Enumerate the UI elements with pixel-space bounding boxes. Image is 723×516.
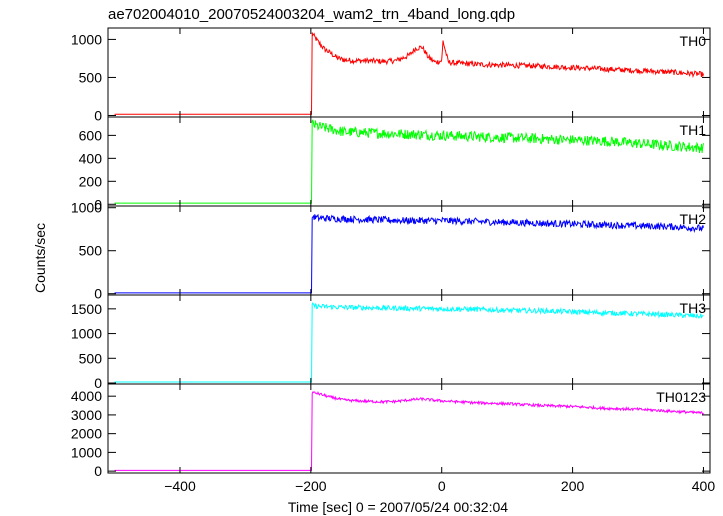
- panel-label-th0123: TH0123: [656, 389, 706, 405]
- y-tick-label: 500: [79, 243, 103, 259]
- y-tick-label: 1500: [71, 301, 102, 317]
- x-axis-label: Time [sec] 0 = 2007/05/24 00:32:04: [288, 499, 508, 515]
- x-tick-label: −200: [295, 478, 327, 494]
- x-tick-label: 400: [692, 478, 716, 494]
- y-tick-label: 600: [79, 127, 103, 143]
- panel-label-th3: TH3: [680, 300, 707, 316]
- panel-frame: [107, 116, 711, 207]
- x-tick-label: −400: [164, 478, 196, 494]
- y-tick-label: 1000: [71, 444, 102, 460]
- series-line-th1: [114, 119, 704, 204]
- panel-frame: [107, 27, 711, 118]
- panel-th0123: 0 1000 2000 3000 4000 TH0123: [71, 383, 711, 479]
- series-line-th2: [114, 213, 704, 294]
- y-tick-label: 500: [79, 69, 103, 85]
- panel-frame: [107, 383, 711, 474]
- panel-label-th0: TH0: [680, 33, 707, 49]
- panel-label-th2: TH2: [680, 211, 707, 227]
- y-tick-label: 0: [94, 375, 102, 391]
- x-tick-label: 0: [438, 478, 446, 494]
- panel-th1: 0 200 400 600 TH1: [79, 116, 711, 212]
- panel-th3: 0 500 1000 1500 TH3: [71, 294, 711, 391]
- series-line-th0123: [114, 390, 704, 471]
- series-line-th0: [114, 32, 704, 115]
- y-tick-label: 200: [79, 173, 103, 189]
- panel-frame: [107, 294, 711, 385]
- y-tick-label: 500: [79, 350, 103, 366]
- y-tick-label: 0: [94, 196, 102, 212]
- chart-title: ae702004010_20070524003204_wam2_trn_4ban…: [108, 6, 515, 23]
- panel-label-th1: TH1: [680, 122, 707, 138]
- y-tick-label: 3000: [71, 407, 102, 423]
- y-axis-label: Counts/sec: [32, 223, 48, 293]
- panels-group: 0 500 1000 TH0 0 200 400 600 TH1 0 500 1000 TH2 0 500 1…: [71, 27, 716, 494]
- series-line-th3: [114, 302, 704, 383]
- x-tick-label: 200: [561, 478, 585, 494]
- y-tick-label: 0: [94, 286, 102, 302]
- panel-th2: 0 500 1000 TH2: [71, 200, 711, 302]
- y-tick-label: 4000: [71, 388, 102, 404]
- y-tick-label: 1000: [71, 326, 102, 342]
- y-tick-label: 400: [79, 150, 103, 166]
- y-tick-label: 0: [94, 107, 102, 123]
- y-tick-label: 2000: [71, 426, 102, 442]
- panel-frame: [107, 205, 711, 296]
- panel-th0: 0 500 1000 TH0: [71, 27, 711, 123]
- y-tick-label: 0: [94, 463, 102, 479]
- y-tick-label: 1000: [71, 31, 102, 47]
- y-tick-label: 1000: [71, 200, 102, 216]
